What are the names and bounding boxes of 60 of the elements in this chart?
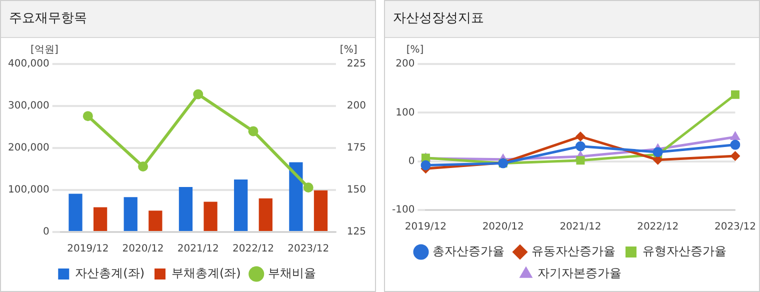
legend-label: 유동자산증가율: [532, 244, 616, 258]
y-axis-title: [억원]: [30, 44, 58, 56]
y2-tick-label: 175: [346, 142, 366, 154]
x-tick-label: 2022/12: [232, 244, 274, 255]
x-tick-label: 2020/12: [482, 222, 524, 233]
y-tick-label: 200,000: [8, 142, 50, 154]
y2-axis-title: [%]: [340, 44, 358, 56]
bar: [234, 180, 248, 231]
bar: [124, 197, 138, 231]
legend-label: 자기자본증가율: [538, 266, 622, 280]
point: [193, 89, 204, 100]
y-tick-label: 200: [396, 58, 415, 70]
x-tick-label: 2020/12: [122, 244, 164, 255]
bar: [93, 207, 108, 231]
bar: [68, 194, 82, 231]
bar: [258, 198, 272, 231]
y-tick-label: 400,000: [8, 58, 50, 70]
bar: [289, 162, 303, 231]
y-tick-label: 300,000: [8, 100, 50, 112]
x-tick-label: 2019/12: [404, 222, 446, 233]
y-tick-label: 100,000: [8, 184, 50, 196]
point: [248, 126, 258, 136]
y-tick-label: 0: [408, 156, 415, 167]
legend-label: 부채총계(좌): [172, 266, 241, 280]
chart-title: 주요재무항목: [1, 1, 375, 38]
x-tick-label: 2019/12: [67, 244, 109, 255]
point: [730, 131, 740, 140]
point: [576, 156, 585, 165]
point: [138, 161, 148, 172]
legend-label: 유형자산증가율: [642, 244, 726, 258]
bar: [314, 190, 328, 231]
bar: [178, 187, 193, 231]
legend-label: 자산총계(좌): [75, 266, 145, 280]
legend-label: 총자산증가율: [432, 244, 504, 258]
y-tick-label: 0: [42, 226, 50, 238]
y2-tick-label: 150: [346, 184, 366, 196]
point: [730, 90, 740, 99]
point: [730, 140, 740, 150]
point: [575, 132, 586, 142]
point: [652, 147, 663, 158]
chart-title: 자산성장성지표: [385, 1, 759, 38]
bar: [204, 202, 218, 231]
x-tick-label: 2022/12: [637, 222, 679, 233]
y-axis-title: [%]: [406, 44, 424, 56]
x-tick-label: 2021/12: [177, 244, 219, 255]
bar: [148, 210, 162, 231]
y-tick-label: -100: [392, 204, 415, 216]
point: [420, 160, 431, 170]
y2-tick-label: 225: [346, 58, 366, 70]
y2-tick-label: 125: [346, 226, 366, 238]
legend-label: 부채비율: [268, 266, 316, 280]
x-tick-label: 2023/12: [714, 222, 756, 233]
point: [82, 111, 93, 122]
y2-tick-label: 200: [346, 100, 366, 112]
point: [730, 150, 740, 161]
point: [303, 182, 314, 192]
x-tick-label: 2021/12: [560, 222, 602, 233]
point: [575, 141, 586, 152]
x-tick-label: 2023/12: [288, 244, 330, 255]
y-tick-label: 100: [396, 107, 415, 118]
